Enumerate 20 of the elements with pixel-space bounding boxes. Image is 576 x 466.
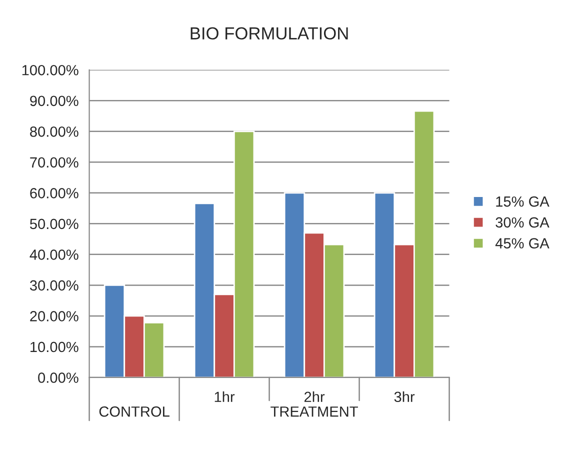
text: CONTROL (99, 406, 170, 417)
legend-label: 30% GA (496, 217, 550, 228)
y-tick-label: 40.00% (30, 250, 78, 260)
y-tick-label: 0.00% (38, 372, 78, 383)
y-tick-label: 100.00% (22, 65, 78, 76)
y-tick-label: 30.00% (30, 280, 78, 291)
y-tick-label: 60.00% (30, 188, 78, 198)
text: TREATMENT (270, 406, 358, 417)
legend-label: 45% GA (495, 238, 550, 248)
legend-label: 15% GA (496, 196, 550, 207)
x-tick-label: 2hr (304, 391, 325, 402)
y-tick-label: 90.00% (30, 96, 78, 106)
y-tick-label: 80.00% (30, 126, 78, 137)
y-tick-label: 70.00% (30, 157, 78, 168)
y-tick-label: 10.00% (30, 342, 78, 352)
y-tick-label: 50.00% (30, 218, 78, 230)
chart-title: BIO FORMULATION (190, 27, 348, 40)
x-tick-label: 1hr (214, 391, 235, 402)
x-tick-label: 3hr (394, 391, 415, 402)
y-tick-label: 20.00% (30, 311, 78, 322)
